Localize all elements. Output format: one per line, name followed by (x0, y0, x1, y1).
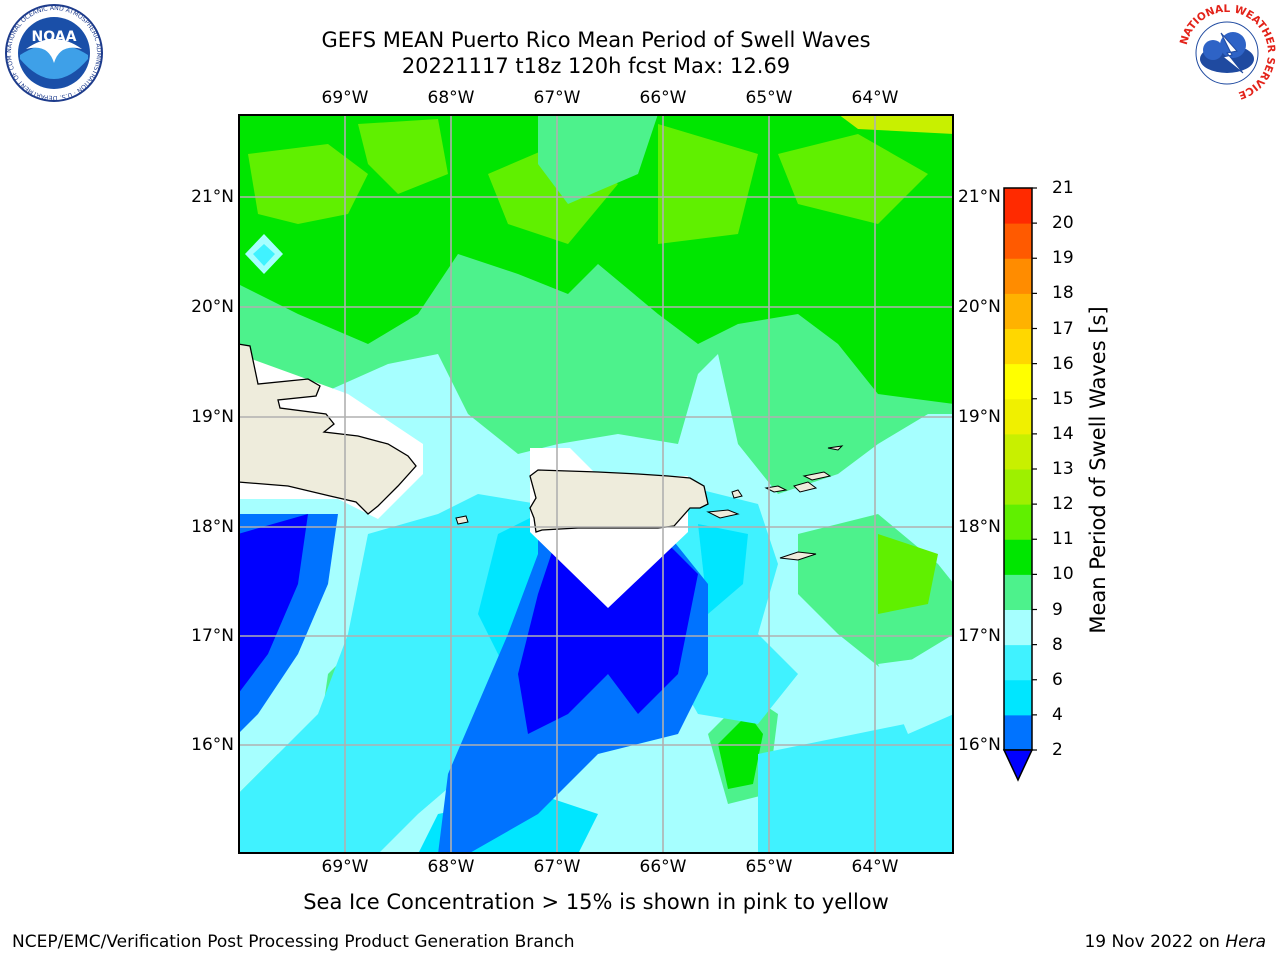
swell-contour-11-12 (778, 134, 928, 224)
lat-label-right: 21°N (958, 187, 1001, 207)
lon-label-top: 65°W (745, 88, 793, 108)
lon-label-bottom: 67°W (533, 857, 581, 877)
swell-contour-4-6 (698, 524, 748, 614)
lat-label-right: 17°N (958, 626, 1001, 646)
colorbar (1002, 187, 1037, 782)
colorbar-extend-triangle (1002, 749, 1034, 782)
map-subtitle: 20221117 t18z 120h fcst Max: 12.69 (401, 54, 791, 78)
lat-label-left: 17°N (191, 626, 234, 646)
swell-contour-6-8 (253, 244, 275, 266)
colorbar-tick-label: 4 (1052, 704, 1063, 725)
swell-contour-0-2 (238, 514, 308, 694)
lon-label-top: 66°W (639, 88, 687, 108)
swell-contour-10-11 (718, 714, 763, 789)
lat-label-right: 18°N (958, 517, 1001, 537)
lat-label-left: 21°N (191, 187, 234, 207)
noaa-logo: NATIONAL OCEANIC AND ATMOSPHERIC ADMINIS… (4, 3, 103, 102)
lat-label-right: 19°N (958, 407, 1001, 427)
lat-label-right: 16°N (958, 735, 1001, 755)
colorbar-tick-label: 16 (1052, 353, 1074, 374)
lon-label-top: 68°W (427, 88, 475, 108)
lon-label-bottom: 68°W (427, 857, 475, 877)
colorbar-cell (1004, 293, 1032, 329)
colorbar-cell (1004, 258, 1032, 294)
colorbar-tick-label: 15 (1052, 388, 1074, 409)
land-vieques (706, 509, 740, 519)
credit-branch: NCEP/EMC/Verification Post Processing Pr… (12, 932, 575, 952)
map-frame (238, 114, 954, 854)
colorbar-cell (1004, 504, 1032, 540)
colorbar-cell (1004, 469, 1032, 505)
colorbar-cell (1004, 398, 1032, 435)
colorbar-tick-label: 14 (1052, 423, 1074, 444)
land-anegada (827, 445, 844, 451)
colorbar-cell (1004, 363, 1032, 400)
colorbar-tick-label: 13 (1052, 459, 1074, 479)
colorbar-cell (1004, 328, 1032, 365)
lon-label-top: 64°W (851, 88, 899, 108)
swell-contour-11-12 (248, 144, 368, 224)
colorbar-cell (1004, 433, 1032, 470)
lat-label-left: 16°N (191, 735, 234, 755)
map-plot (238, 114, 954, 854)
colorbar-tick-label: 8 (1052, 634, 1063, 655)
credit-date: 19 Nov 2022 on Hera (1084, 932, 1266, 952)
map-title: GEFS MEAN Puerto Rico Mean Period of Swe… (321, 28, 871, 52)
lat-label-left: 20°N (191, 297, 234, 317)
colorbar-label: Mean Period of Swell Waves [s] (1086, 306, 1110, 634)
lon-label-bottom: 65°W (745, 857, 793, 877)
swell-contour-11-12 (658, 124, 758, 244)
land-mona-island (455, 515, 469, 525)
swell-contour-8-9 (878, 654, 954, 734)
colorbar-cell (1004, 188, 1032, 224)
nws-logo: NATIONAL WEATHER SERVICE (1178, 3, 1277, 101)
colorbar-cell (1004, 223, 1032, 259)
colorbar-tick-label: 21 (1052, 178, 1074, 198)
swell-contour-0-2 (518, 534, 698, 734)
land-virgin-islands (793, 481, 818, 493)
colorbar-cell (1004, 539, 1032, 575)
land-culebra (731, 489, 743, 499)
sea-ice-footnote: Sea Ice Concentration > 15% is shown in … (303, 890, 889, 914)
colorbar-tick-label: 20 (1052, 213, 1074, 234)
colorbar-tick-label: 2 (1052, 740, 1063, 760)
land-virgin-islands (764, 485, 788, 493)
lat-label-right: 20°N (958, 297, 1001, 317)
colorbar-cell (1004, 574, 1032, 610)
lon-label-top: 67°W (533, 88, 581, 108)
graticule (238, 114, 954, 854)
lon-label-top: 69°W (321, 88, 369, 108)
lon-label-bottom: 64°W (851, 857, 899, 877)
swell-contour-11-12 (878, 534, 938, 614)
colorbar-tick-label: 12 (1052, 494, 1074, 515)
swell-contour-6-8 (758, 714, 954, 854)
colorbar-tick-label: 18 (1052, 283, 1074, 304)
colorbar-tick-label: 6 (1052, 669, 1063, 690)
colorbar-cell (1004, 644, 1032, 681)
land-hispaniola (238, 343, 417, 515)
swell-contour-11-12 (358, 119, 448, 194)
land-st-croix (779, 551, 817, 561)
colorbar-cell (1004, 679, 1032, 716)
land-virgin-islands (802, 471, 832, 481)
colorbar-tick-label: 19 (1052, 248, 1074, 269)
lon-label-bottom: 66°W (639, 857, 687, 877)
lat-label-left: 19°N (191, 407, 234, 427)
noaa-logo-text: NOAA (32, 29, 77, 45)
colorbar-tick-label: 11 (1052, 529, 1074, 550)
swell-contour-9-10 (538, 114, 658, 204)
colorbar-tick-label: 17 (1052, 318, 1074, 339)
colorbar-cell (1004, 714, 1032, 751)
credit-host: Hera (1225, 932, 1266, 952)
colorbar-cell (1004, 609, 1032, 646)
swell-contour-12-13 (838, 114, 954, 134)
credit-date-text: 19 Nov 2022 on (1084, 932, 1226, 952)
lon-label-bottom: 69°W (321, 857, 369, 877)
lat-label-left: 18°N (191, 517, 234, 537)
colorbar-tick-label: 10 (1052, 564, 1074, 585)
colorbar-tick-label: 9 (1052, 599, 1063, 620)
